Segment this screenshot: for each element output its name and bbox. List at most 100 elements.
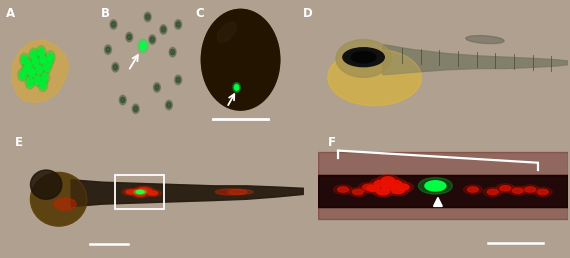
- Circle shape: [352, 189, 364, 195]
- Circle shape: [467, 187, 478, 192]
- Circle shape: [132, 104, 139, 114]
- Circle shape: [496, 184, 515, 193]
- Ellipse shape: [31, 172, 87, 226]
- Circle shape: [333, 185, 352, 194]
- Circle shape: [32, 58, 39, 66]
- Circle shape: [22, 56, 27, 64]
- Polygon shape: [71, 180, 303, 207]
- Circle shape: [42, 61, 51, 74]
- Circle shape: [139, 188, 148, 191]
- Ellipse shape: [228, 190, 253, 194]
- Circle shape: [148, 191, 158, 195]
- Circle shape: [363, 183, 384, 194]
- Circle shape: [119, 95, 127, 105]
- Circle shape: [110, 20, 117, 29]
- Circle shape: [141, 189, 152, 193]
- Circle shape: [23, 58, 33, 71]
- Circle shape: [31, 56, 40, 69]
- Circle shape: [133, 106, 138, 112]
- Circle shape: [127, 34, 131, 40]
- Circle shape: [234, 85, 239, 90]
- Circle shape: [153, 83, 160, 92]
- Circle shape: [170, 49, 174, 55]
- Circle shape: [525, 187, 536, 192]
- Circle shape: [392, 188, 404, 194]
- Circle shape: [425, 181, 446, 191]
- Circle shape: [388, 186, 409, 196]
- Circle shape: [160, 25, 167, 34]
- Circle shape: [128, 189, 146, 195]
- Circle shape: [113, 64, 117, 70]
- Text: A: A: [6, 7, 15, 20]
- Circle shape: [132, 190, 142, 194]
- Circle shape: [47, 53, 53, 61]
- Circle shape: [176, 22, 180, 27]
- Circle shape: [140, 42, 146, 50]
- Circle shape: [138, 187, 155, 194]
- Circle shape: [40, 71, 50, 84]
- Circle shape: [18, 68, 27, 81]
- Ellipse shape: [466, 36, 504, 44]
- Circle shape: [136, 190, 144, 194]
- Circle shape: [351, 52, 376, 63]
- Circle shape: [22, 63, 31, 76]
- Circle shape: [46, 58, 51, 66]
- Circle shape: [367, 185, 379, 191]
- Circle shape: [146, 14, 150, 20]
- Circle shape: [397, 184, 409, 190]
- Circle shape: [201, 9, 280, 110]
- Circle shape: [385, 178, 406, 189]
- Text: E: E: [15, 136, 23, 149]
- Circle shape: [372, 187, 393, 197]
- Text: C: C: [196, 7, 204, 20]
- Circle shape: [382, 184, 394, 190]
- Circle shape: [382, 177, 394, 183]
- Circle shape: [40, 81, 46, 89]
- Circle shape: [201, 9, 280, 110]
- Circle shape: [418, 178, 453, 194]
- Polygon shape: [383, 45, 568, 75]
- Circle shape: [359, 182, 377, 192]
- Circle shape: [36, 66, 42, 74]
- Circle shape: [377, 175, 398, 185]
- Circle shape: [174, 75, 182, 85]
- Bar: [318, 175, 568, 207]
- Ellipse shape: [215, 189, 247, 195]
- Circle shape: [337, 187, 348, 192]
- Circle shape: [42, 73, 48, 81]
- Circle shape: [104, 45, 112, 54]
- Circle shape: [508, 186, 527, 195]
- Circle shape: [23, 66, 29, 74]
- Circle shape: [521, 185, 540, 194]
- Circle shape: [363, 184, 373, 190]
- Circle shape: [138, 39, 148, 53]
- Polygon shape: [11, 39, 69, 102]
- Circle shape: [483, 187, 502, 197]
- Circle shape: [112, 22, 116, 27]
- Circle shape: [126, 190, 136, 194]
- Ellipse shape: [31, 172, 87, 226]
- Circle shape: [176, 77, 180, 83]
- Ellipse shape: [54, 198, 76, 210]
- Circle shape: [149, 35, 156, 44]
- Polygon shape: [71, 180, 303, 207]
- Circle shape: [393, 182, 413, 192]
- Circle shape: [36, 46, 46, 59]
- Circle shape: [38, 53, 48, 66]
- Circle shape: [377, 189, 389, 195]
- Circle shape: [122, 189, 140, 195]
- Circle shape: [370, 178, 391, 189]
- Circle shape: [38, 78, 48, 91]
- Text: D: D: [303, 7, 312, 20]
- Circle shape: [40, 56, 46, 64]
- Circle shape: [167, 102, 171, 108]
- Circle shape: [27, 78, 33, 86]
- Circle shape: [27, 66, 36, 79]
- Circle shape: [44, 56, 53, 69]
- Circle shape: [34, 63, 44, 76]
- Bar: [318, 175, 568, 207]
- Circle shape: [169, 47, 176, 57]
- Circle shape: [512, 188, 523, 194]
- Bar: [115, 175, 164, 209]
- Circle shape: [374, 180, 386, 187]
